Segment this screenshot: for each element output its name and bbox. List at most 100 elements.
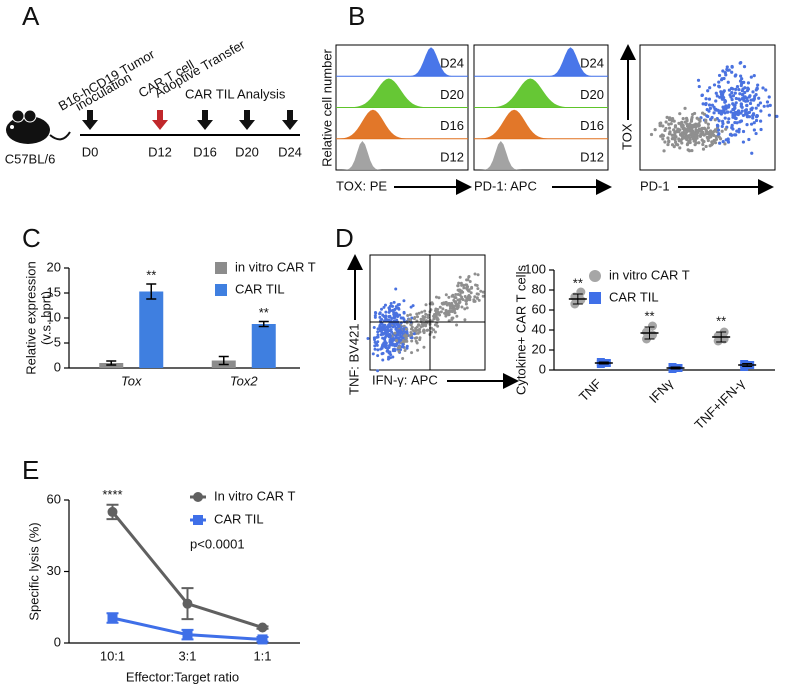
cell-event <box>416 328 420 332</box>
cell-event <box>415 312 419 316</box>
cell-event <box>395 342 399 346</box>
error-bar <box>670 366 681 370</box>
cell-event <box>754 88 758 92</box>
cell-event <box>759 119 763 123</box>
cell-event <box>741 92 745 97</box>
cell-event <box>460 305 464 309</box>
x-tick-label: 10:1 <box>100 648 125 663</box>
cell-event <box>433 330 437 334</box>
dot <box>642 327 651 337</box>
cell-event <box>682 126 686 130</box>
cell-event <box>410 336 414 340</box>
cell-event <box>685 136 689 140</box>
x-tick-label: IFNγ <box>646 376 676 406</box>
cell-event <box>392 316 396 320</box>
cell-event <box>697 117 701 122</box>
histogram-shape <box>336 141 468 170</box>
cell-event <box>690 130 694 134</box>
cell-event <box>718 141 722 145</box>
cell-event <box>724 127 728 131</box>
cell-event <box>404 336 408 340</box>
cell-event <box>481 294 485 298</box>
error-bar <box>644 326 655 340</box>
cell-event <box>397 307 401 311</box>
cell-event <box>476 292 480 296</box>
cell-event <box>738 92 742 96</box>
cell-event <box>468 298 472 302</box>
cell-event <box>465 298 469 302</box>
cell-event <box>745 89 750 93</box>
day-label: D12 <box>440 149 464 164</box>
cell-event <box>708 133 712 137</box>
cell-event <box>458 298 462 302</box>
cell-event <box>450 301 454 305</box>
cell-event <box>730 64 734 69</box>
cell-event <box>762 104 766 108</box>
cell-event <box>730 133 734 137</box>
cell-event <box>392 300 396 304</box>
legend-swatch <box>193 492 203 502</box>
cell-event <box>708 86 712 90</box>
cell-event <box>674 142 678 146</box>
cell-event <box>721 105 725 109</box>
cell-event <box>721 69 725 73</box>
cell-event <box>398 345 402 349</box>
cell-event <box>725 65 729 69</box>
cell-event <box>389 342 393 346</box>
cell-event <box>388 304 392 308</box>
cell-event <box>465 278 469 282</box>
x-tick-label: 1:1 <box>253 648 271 663</box>
legend-swatch <box>193 515 203 525</box>
cell-event <box>387 315 391 319</box>
cell-event <box>687 149 692 153</box>
cell-event <box>739 82 744 86</box>
cell-event <box>679 121 683 126</box>
cell-event <box>397 340 401 344</box>
cell-event <box>376 333 380 337</box>
cell-event <box>378 324 382 328</box>
cell-event <box>475 296 479 300</box>
cell-event <box>461 290 465 294</box>
legend-label: in vitro CAR T <box>609 267 690 282</box>
cell-event <box>376 327 380 331</box>
histogram-shape <box>474 78 608 108</box>
cell-event <box>694 128 698 132</box>
cell-event <box>751 90 755 94</box>
cell-event <box>767 95 771 99</box>
histogram-shape <box>336 78 468 108</box>
cell-event <box>386 349 390 353</box>
cell-event <box>467 289 471 293</box>
mouse-ear <box>11 109 25 123</box>
marker <box>257 622 268 633</box>
cell-event <box>435 317 439 321</box>
cell-event <box>748 94 752 98</box>
day-label: D16 <box>440 118 464 133</box>
cell-event <box>393 307 397 311</box>
cell-event <box>422 345 426 349</box>
cell-event <box>730 70 734 74</box>
cell-event <box>764 88 768 92</box>
cell-event <box>465 306 469 310</box>
y-tick-label: 100 <box>524 261 546 276</box>
cell-event <box>723 142 727 146</box>
cell-event <box>724 73 728 77</box>
cell-event <box>383 303 387 307</box>
significance-label: ** <box>644 308 654 323</box>
cell-event <box>373 315 377 319</box>
cell-event <box>416 348 420 352</box>
cell-event <box>381 351 385 355</box>
cell-event <box>710 140 714 144</box>
cell-event <box>429 326 433 330</box>
cell-event <box>719 112 724 116</box>
cell-event <box>689 119 694 123</box>
cell-event <box>373 347 377 351</box>
bar <box>139 291 164 368</box>
cell-event <box>382 305 386 309</box>
scatter-frame <box>369 254 486 371</box>
cell-event <box>734 96 738 101</box>
cell-event <box>718 137 723 141</box>
cell-event <box>405 346 409 350</box>
cell-event <box>391 339 395 343</box>
cell-event <box>669 122 673 126</box>
